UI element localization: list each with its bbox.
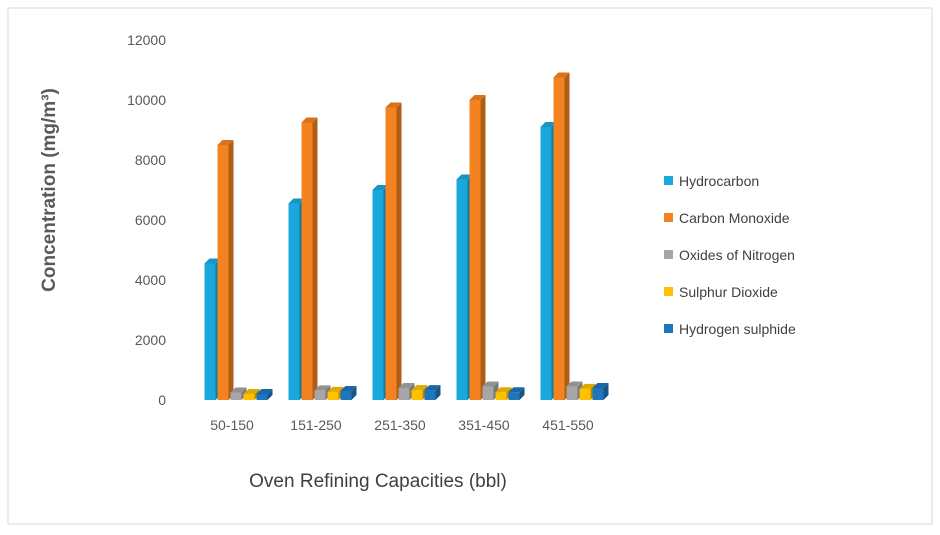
legend-label: Oxides of Nitrogen (679, 247, 795, 263)
y-tick-label: 4000 (135, 272, 166, 288)
x-axis-label: Oven Refining Capacities (bbl) (249, 471, 507, 492)
bar (553, 72, 570, 400)
legend-label: Hydrogen sulphide (679, 321, 796, 337)
bar (482, 381, 499, 400)
bar (301, 117, 318, 400)
y-tick-label: 2000 (135, 332, 166, 348)
legend-item: Hydrocarbon (664, 173, 759, 189)
x-tick-label: 151-250 (290, 417, 342, 433)
legend: Hydrocarbon Carbon Monoxide Oxides of Nitr… (664, 173, 796, 337)
bar (385, 102, 402, 400)
legend-swatch (664, 324, 673, 333)
legend-swatch (664, 213, 673, 222)
x-tick-label: 351-450 (458, 417, 510, 433)
legend-item: Sulphur Dioxide (664, 284, 778, 300)
bar (424, 385, 441, 400)
legend-label: Carbon Monoxide (679, 210, 790, 226)
legend-item: Oxides of Nitrogen (664, 247, 795, 263)
bar (592, 383, 609, 400)
legend-item: Carbon Monoxide (664, 210, 790, 226)
x-tick-label: 50-150 (210, 417, 254, 433)
bar (508, 387, 525, 400)
x-tick-label: 451-550 (542, 417, 594, 433)
bar (217, 140, 234, 400)
y-tick-label: 0 (158, 392, 166, 408)
bar (340, 386, 357, 400)
bar (469, 95, 486, 400)
y-axis-ticks: 0 2000 4000 6000 8000 10000 12000 (127, 32, 166, 408)
y-tick-label: 6000 (135, 212, 166, 228)
y-tick-label: 8000 (135, 152, 166, 168)
y-tick-label: 10000 (127, 92, 166, 108)
bar (256, 389, 273, 400)
legend-swatch (664, 250, 673, 259)
bars (204, 72, 609, 400)
legend-swatch (664, 176, 673, 185)
legend-label: Hydrocarbon (679, 173, 759, 189)
y-axis-label: Concentration (mg/m³) (39, 88, 60, 292)
x-tick-label: 251-350 (374, 417, 426, 433)
x-axis-ticks: 50-150 151-250 251-350 351-450 451-550 (210, 417, 594, 433)
y-tick-label: 12000 (127, 32, 166, 48)
legend-label: Sulphur Dioxide (679, 284, 778, 300)
legend-item: Hydrogen sulphide (664, 321, 796, 337)
legend-swatch (664, 287, 673, 296)
